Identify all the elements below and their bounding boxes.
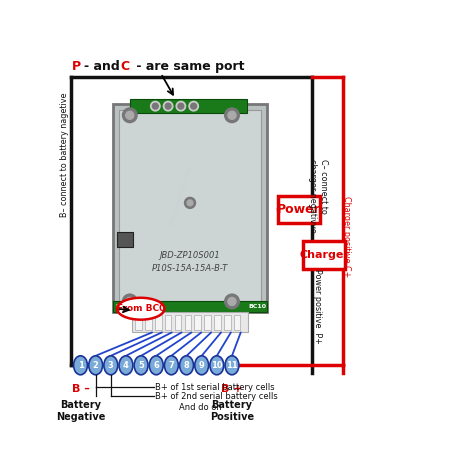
Text: Battery
Positive: Battery Positive <box>210 400 254 421</box>
Bar <box>204 315 211 329</box>
Text: 6: 6 <box>153 361 159 370</box>
Circle shape <box>228 297 236 305</box>
Circle shape <box>153 103 158 109</box>
Circle shape <box>228 111 236 119</box>
Text: Charger: Charger <box>299 250 349 260</box>
Bar <box>113 301 267 312</box>
Ellipse shape <box>210 356 224 375</box>
Bar <box>234 315 240 329</box>
Circle shape <box>225 108 239 123</box>
Text: B– connect to battery nagetive: B– connect to battery nagetive <box>60 93 69 218</box>
Circle shape <box>178 103 184 109</box>
Circle shape <box>126 111 134 119</box>
Text: P: P <box>72 60 81 73</box>
Text: 3: 3 <box>108 361 114 370</box>
Circle shape <box>225 294 239 309</box>
Text: 11: 11 <box>226 361 238 370</box>
Text: - and: - and <box>84 60 124 73</box>
Circle shape <box>122 294 137 309</box>
Text: B +: B + <box>221 383 243 393</box>
Text: 4: 4 <box>123 361 129 370</box>
Ellipse shape <box>117 298 164 319</box>
Ellipse shape <box>104 356 118 375</box>
Bar <box>184 315 191 329</box>
Text: 7: 7 <box>169 361 174 370</box>
Text: P10S-15A-15A-B-T: P10S-15A-15A-B-T <box>152 264 228 273</box>
Circle shape <box>151 101 160 111</box>
Ellipse shape <box>119 356 133 375</box>
Text: B+ of 1st serial battery cells: B+ of 1st serial battery cells <box>155 383 275 392</box>
Bar <box>119 110 261 307</box>
Text: 9: 9 <box>199 361 205 370</box>
Bar <box>117 232 134 246</box>
Circle shape <box>189 101 199 111</box>
Circle shape <box>176 101 186 111</box>
Text: C– connect to
charger negativve: C– connect to charger negativve <box>308 159 328 233</box>
Circle shape <box>126 297 134 305</box>
Ellipse shape <box>225 356 239 375</box>
Text: JBD-ZP10S001: JBD-ZP10S001 <box>160 251 220 260</box>
Text: 8: 8 <box>183 361 190 370</box>
Circle shape <box>191 103 197 109</box>
Circle shape <box>184 197 195 209</box>
Bar <box>175 315 181 329</box>
Ellipse shape <box>73 356 87 375</box>
Circle shape <box>187 200 193 206</box>
Text: C: C <box>121 60 130 73</box>
Text: 2: 2 <box>93 361 99 370</box>
Bar <box>155 315 162 329</box>
Bar <box>145 315 152 329</box>
Bar <box>214 315 221 329</box>
Text: Charger positive C+: Charger positive C+ <box>342 196 351 277</box>
Circle shape <box>122 108 137 123</box>
Ellipse shape <box>89 356 102 375</box>
Bar <box>194 315 201 329</box>
Bar <box>135 315 142 329</box>
Ellipse shape <box>164 356 178 375</box>
Text: BC10: BC10 <box>248 304 266 310</box>
Ellipse shape <box>180 356 193 375</box>
Text: www.elecycles.com: www.elecycles.com <box>169 165 193 226</box>
Bar <box>130 99 246 113</box>
Text: - are same port: - are same port <box>132 60 244 73</box>
Text: B+ of 2nd serial battery cells: B+ of 2nd serial battery cells <box>155 392 278 401</box>
Circle shape <box>165 103 171 109</box>
Bar <box>113 104 267 312</box>
Text: BC0: BC0 <box>116 304 129 310</box>
Text: And do on: And do on <box>179 403 222 412</box>
Bar <box>278 196 319 223</box>
Ellipse shape <box>149 356 163 375</box>
Circle shape <box>164 101 173 111</box>
Text: 10: 10 <box>211 361 223 370</box>
Text: Power positive  P+: Power positive P+ <box>313 269 322 344</box>
Text: Power: Power <box>277 203 320 216</box>
Bar <box>132 312 248 332</box>
Text: From BC0: From BC0 <box>117 304 165 313</box>
Text: Battery
Negative: Battery Negative <box>56 400 105 421</box>
Text: B –: B – <box>72 383 90 393</box>
Bar <box>224 315 230 329</box>
Ellipse shape <box>134 356 148 375</box>
Text: 1: 1 <box>78 361 83 370</box>
Text: 5: 5 <box>138 361 144 370</box>
Ellipse shape <box>195 356 209 375</box>
Bar <box>303 241 345 269</box>
Bar <box>165 315 172 329</box>
